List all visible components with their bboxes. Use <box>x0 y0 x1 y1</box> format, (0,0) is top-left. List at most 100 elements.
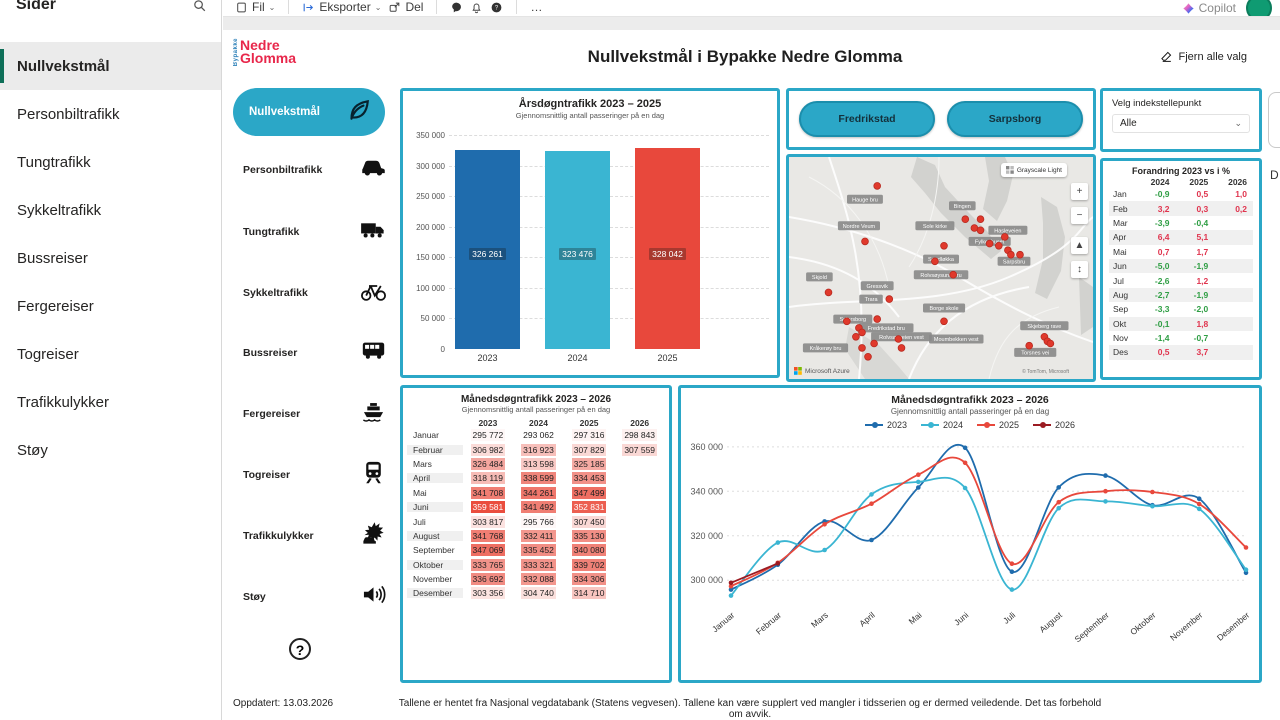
bar-2024[interactable] <box>545 151 610 349</box>
nav-item-sykkeltrafikk[interactable]: Sykkeltrafikk <box>233 273 393 313</box>
file-menu[interactable]: Fil ⌄ <box>235 0 275 14</box>
map-count-point[interactable] <box>940 242 948 250</box>
nav-item-fergereiser[interactable]: Fergereiser <box>233 394 393 434</box>
map-pitch-button[interactable]: ▲ <box>1071 237 1088 254</box>
report-help-button[interactable]: ? <box>289 638 311 660</box>
sidebar-item-tungtrafikk[interactable]: Tungtrafikk <box>17 153 91 171</box>
map-count-point[interactable] <box>873 315 881 323</box>
map-count-point[interactable] <box>961 215 970 223</box>
nav-item-bussreiser[interactable]: Bussreiser <box>233 333 393 373</box>
nav-item-støy[interactable]: Støy <box>233 577 393 617</box>
table-row[interactable]: Mai 0,7 1,7 <box>1113 246 1209 257</box>
map-count-point[interactable] <box>897 344 906 352</box>
table-row[interactable]: Januar 295 772 293 062 297 316 298 843 <box>413 429 658 442</box>
map-count-point[interactable] <box>949 270 958 279</box>
sidebar-item-togreiser[interactable]: Togreiser <box>17 345 79 363</box>
table-row[interactable]: Mars 326 484 313 598 325 185 <box>413 457 607 470</box>
table-row[interactable]: Sep -3,3 -2,0 <box>1113 304 1209 315</box>
nav-item-trafikkulykker[interactable]: Trafikkulykker <box>233 516 393 556</box>
map-count-point[interactable] <box>1001 233 1009 241</box>
notifications-button[interactable] <box>470 1 483 14</box>
map-count-point[interactable] <box>858 328 866 337</box>
map-count-point[interactable] <box>1007 250 1015 259</box>
line-chart-plot[interactable]: 300 000 320 000 340 000 360 000 Januar Februa… <box>681 430 1259 662</box>
sidebar-item-trafikkulykker[interactable]: Trafikkulykker <box>17 393 109 411</box>
clear-all-selections-button[interactable]: Fjern alle valg <box>1160 50 1247 63</box>
table-row[interactable]: Nov -1,4 -0,7 <box>1113 333 1209 344</box>
table-row[interactable]: Feb 3,2 0,3 0,2 <box>1109 201 1253 216</box>
map-count-point[interactable] <box>995 242 1003 250</box>
table-row[interactable]: Juni 359 581 341 492 352 831 <box>407 500 665 514</box>
nav-item-personbiltrafikk[interactable]: Personbiltrafikk <box>233 150 393 190</box>
fredrikstad-filter-button[interactable]: Fredrikstad <box>799 101 935 137</box>
table-row[interactable]: Desember 303 356 304 740 314 710 <box>407 586 665 600</box>
table-row[interactable]: Juli 303 817 295 766 307 450 <box>413 515 607 528</box>
help-button[interactable]: ? <box>490 1 503 14</box>
map-count-point[interactable] <box>931 257 939 266</box>
account-avatar[interactable] <box>1246 0 1272 16</box>
map-count-point[interactable] <box>864 353 872 361</box>
sidebar-item-nullvekstmål[interactable]: Nullvekstmål <box>0 42 221 90</box>
sidebar-item-støy[interactable]: Støy <box>17 441 48 459</box>
map-count-point[interactable] <box>870 339 878 348</box>
search-icon[interactable] <box>192 0 207 18</box>
table-row[interactable]: Jun -5,0 -1,9 <box>1109 258 1253 274</box>
table-row[interactable]: Apr 6,4 5,1 <box>1109 230 1253 245</box>
map-count-point[interactable] <box>858 344 866 352</box>
table-row[interactable]: Mar -3,9 -0,4 <box>1113 217 1209 228</box>
table-row[interactable]: Aug -2,7 -1,9 <box>1109 287 1253 303</box>
table-row[interactable]: Des 0,5 3,7 <box>1109 345 1253 360</box>
more-options-button[interactable]: … <box>530 0 543 14</box>
map-count-point[interactable] <box>852 333 860 341</box>
azure-map[interactable]: Hauge bru Bingen Nordre Veum Sole kirke Hasl… <box>789 157 1093 379</box>
nav-item-togreiser[interactable]: Togreiser <box>233 455 393 495</box>
map-style-button[interactable]: Grayscale Light <box>1000 163 1067 177</box>
map-count-point[interactable] <box>976 215 985 223</box>
bar-2023[interactable] <box>455 149 520 349</box>
table-row[interactable]: September 347 069 335 452 340 080 <box>413 544 607 557</box>
sidebar-item-bussreiser[interactable]: Bussreiser <box>17 249 88 267</box>
nav-item-tungtrafikk[interactable]: Tungtrafikk <box>233 212 393 252</box>
map-count-point[interactable] <box>861 237 869 246</box>
map-count-point[interactable] <box>842 317 851 326</box>
map-count-point[interactable] <box>894 335 903 343</box>
legend-item-2023[interactable]: 2023 <box>864 420 907 430</box>
legend-item-2025[interactable]: 2025 <box>977 420 1019 430</box>
map-count-point[interactable] <box>885 295 894 303</box>
share-button[interactable]: Del <box>388 0 423 14</box>
side-pane-box[interactable] <box>1268 92 1280 148</box>
sidebar-item-fergereiser[interactable]: Fergereiser <box>17 297 94 315</box>
map-zoom-out-button[interactable]: − <box>1071 207 1088 224</box>
chat-button[interactable] <box>450 1 463 14</box>
index-point-dropdown[interactable]: Alle ⌄ <box>1112 114 1250 133</box>
table-row[interactable]: April 318 119 338 599 334 453 <box>407 471 665 485</box>
map-zoom-in-button[interactable]: + <box>1071 183 1088 200</box>
table-row[interactable]: Jan -0,9 0,5 1,0 <box>1113 189 1248 200</box>
map-count-point[interactable] <box>824 288 833 297</box>
table-row[interactable]: Oktober 333 765 333 321 339 702 <box>407 558 665 572</box>
map-count-point[interactable] <box>873 182 881 190</box>
map-count-point[interactable] <box>985 239 994 248</box>
map-count-point[interactable] <box>1025 341 1034 350</box>
sarpsborg-filter-button[interactable]: Sarpsborg <box>947 101 1083 137</box>
legend-item-2026[interactable]: 2026 <box>1033 420 1075 430</box>
copilot-button[interactable]: Copilot <box>1182 1 1236 15</box>
table-row[interactable]: Februar 306 982 316 923 307 829 307 559 <box>407 442 665 456</box>
table-row[interactable]: Mai 341 708 344 261 347 499 <box>413 486 607 499</box>
export-menu[interactable]: Eksporter ⌄ <box>302 0 381 14</box>
map-count-point[interactable] <box>976 226 985 235</box>
table-row[interactable]: Okt -0,1 1,8 <box>1109 316 1253 331</box>
sidebar-item-sykkeltrafikk[interactable]: Sykkeltrafikk <box>17 201 102 219</box>
map-count-point[interactable] <box>940 317 948 326</box>
map-count-point[interactable] <box>1016 250 1024 259</box>
map-rotate-button[interactable]: ↕ <box>1071 261 1088 278</box>
table-row[interactable]: November 336 692 332 088 334 306 <box>413 573 607 586</box>
table-row[interactable]: August 341 768 332 411 335 130 <box>407 529 665 543</box>
bar-chart-plot[interactable]: 0 50 000 100 000 150 000 200 000 250 000 300 0… <box>403 91 777 375</box>
sidebar-item-personbiltrafikk[interactable]: Personbiltrafikk <box>17 105 120 123</box>
legend-item-2024[interactable]: 2024 <box>920 420 963 430</box>
table-row[interactable]: Jul -2,6 1,2 <box>1113 275 1209 286</box>
map-count-point[interactable] <box>1046 339 1055 348</box>
nav-item-nullvekstmål[interactable]: Nullvekstmål <box>233 88 385 136</box>
bar-2025[interactable] <box>635 148 700 349</box>
